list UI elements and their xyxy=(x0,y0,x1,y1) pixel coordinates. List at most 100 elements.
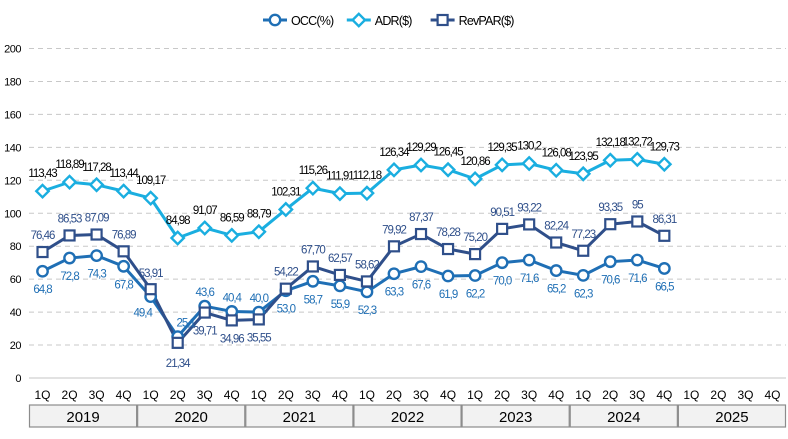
adr-point xyxy=(467,170,483,187)
revpar-point xyxy=(468,248,482,261)
occ-point xyxy=(603,255,617,269)
occ-point xyxy=(522,253,536,267)
revpar-data-label: 86,31 xyxy=(652,214,676,226)
x-tick-label: 4Q xyxy=(656,388,672,402)
revpar-data-label: 54,22 xyxy=(274,267,298,279)
occ-point xyxy=(387,267,401,281)
year-box xyxy=(28,404,138,428)
year-label: 2024 xyxy=(607,409,640,426)
occ-data-label: 70,6 xyxy=(601,275,620,287)
occ-data-label: 74,3 xyxy=(87,269,106,281)
year-box xyxy=(137,404,246,428)
occ-point xyxy=(90,249,103,262)
x-tick-label: 2Q xyxy=(278,388,294,402)
x-tick-label: 1Q xyxy=(467,388,483,402)
adr-data-label: 132,18 xyxy=(596,137,626,149)
adr-point xyxy=(602,152,619,169)
revpar-data-label: 82,24 xyxy=(544,221,569,233)
occ-point xyxy=(495,256,509,270)
adr-point xyxy=(359,185,375,202)
x-tick-label: 4Q xyxy=(332,388,348,402)
occ-point xyxy=(657,262,671,275)
adr-point xyxy=(656,156,673,173)
year-box xyxy=(245,404,354,428)
x-tick-label: 2Q xyxy=(170,388,186,402)
occ-data-label: 61,9 xyxy=(439,289,458,301)
adr-point xyxy=(61,174,78,191)
occ-data-label: 70,0 xyxy=(493,276,512,288)
occ-data-label: 40,4 xyxy=(223,292,243,304)
x-tick-label: 1Q xyxy=(143,388,159,402)
y-tick-label: 80 xyxy=(10,241,22,253)
adr-point xyxy=(115,183,132,200)
revpar-data-label: 34,96 xyxy=(220,333,244,345)
y-tick-label: 160 xyxy=(4,109,21,121)
legend-square-icon xyxy=(436,13,449,27)
adr-data-label: 115,26 xyxy=(299,165,328,177)
revpar-point xyxy=(523,218,536,231)
occ-point xyxy=(549,264,563,277)
revpar-data-label: 77,23 xyxy=(571,229,595,241)
occ-point xyxy=(333,279,347,293)
revpar-data-label: 53,91 xyxy=(139,268,163,280)
adr-data-label: 118,89 xyxy=(55,159,84,171)
x-tick-label: 2Q xyxy=(494,388,510,402)
occ-data-label: 63,3 xyxy=(385,287,404,299)
x-tick-label: 1Q xyxy=(683,388,699,402)
adr-point xyxy=(332,185,348,202)
adr-data-label: 126,34 xyxy=(379,147,410,159)
occ-point xyxy=(117,259,131,273)
occ-data-label: 65,2 xyxy=(547,284,566,296)
adr-point xyxy=(142,190,159,207)
revpar-point xyxy=(90,228,103,241)
y-tick-label: 40 xyxy=(10,307,22,319)
occ-data-label: 55,9 xyxy=(331,299,350,311)
adr-point xyxy=(223,227,240,244)
occ-data-label: 62,2 xyxy=(466,289,485,301)
revpar-point xyxy=(63,229,76,242)
adr-data-label: 126,45 xyxy=(433,147,463,159)
occ-point xyxy=(63,251,76,265)
revpar-data-label: 58,62 xyxy=(355,259,379,271)
x-tick-label: 4Q xyxy=(764,388,780,402)
legend-label-adr: ADR($) xyxy=(375,14,413,28)
legend-diamond-icon xyxy=(350,12,367,28)
occ-data-label: 40,0 xyxy=(250,293,269,305)
adr-data-label: 113,43 xyxy=(28,168,57,180)
adr-point xyxy=(548,162,565,179)
adr-point xyxy=(494,156,511,173)
occ-data-label: 25,1 xyxy=(177,318,196,330)
occ-data-label: 58,7 xyxy=(304,294,323,306)
adr-point xyxy=(88,176,105,193)
occ-point xyxy=(36,264,49,278)
x-tick-label: 2Q xyxy=(710,388,726,402)
x-tick-label: 3Q xyxy=(197,388,213,402)
adr-data-label: 113,44 xyxy=(109,168,139,180)
x-tick-label: 3Q xyxy=(305,388,321,402)
occ-data-label: 43,6 xyxy=(196,287,215,299)
revpar-point xyxy=(36,245,49,259)
adr-point xyxy=(250,223,267,240)
revpar-data-label: 21,34 xyxy=(166,358,191,370)
adr-data-label: 112,18 xyxy=(353,170,382,182)
y-tick-label: 140 xyxy=(4,142,21,154)
revpar-point xyxy=(252,313,265,326)
occ-point xyxy=(576,268,590,282)
x-tick-label: 1Q xyxy=(251,388,267,402)
adr-data-label: 126,08 xyxy=(542,147,572,159)
adr-data-label: 91,07 xyxy=(193,205,217,217)
adr-point xyxy=(34,183,51,200)
adr-data-label: 130,2 xyxy=(517,140,541,152)
occ-point xyxy=(468,269,482,282)
x-tick-label: 2Q xyxy=(602,388,618,402)
adr-data-label: 129,73 xyxy=(650,141,680,153)
adr-point xyxy=(277,201,294,218)
revpar-data-label: 95 xyxy=(632,199,643,211)
y-tick-label: 100 xyxy=(4,208,21,220)
revpar-point xyxy=(171,336,184,349)
revpar-point xyxy=(577,244,590,257)
adr-point xyxy=(169,230,186,246)
year-label: 2019 xyxy=(66,409,99,426)
year-box xyxy=(353,404,462,428)
